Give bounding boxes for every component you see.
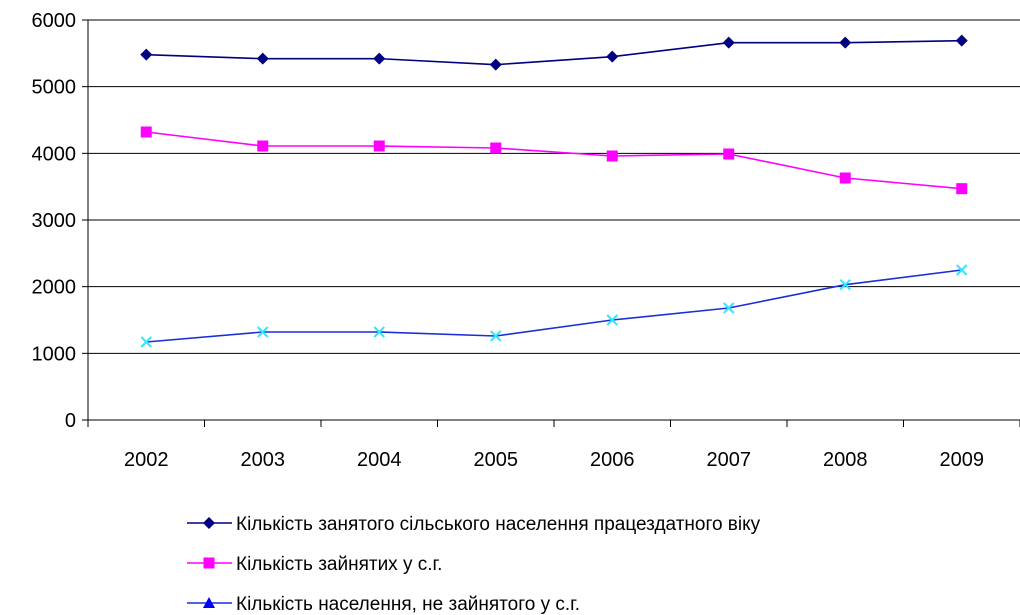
data-point-diamond (373, 52, 386, 65)
x-mark-stroke (606, 314, 618, 326)
gridlines (88, 19, 1020, 354)
data-point-square (490, 142, 502, 154)
data-point-square (257, 140, 269, 152)
data-point-x (606, 314, 618, 326)
data-point-x (956, 264, 968, 276)
legend-item-3: Кількість населення, не зайнятого у с.г. (187, 594, 580, 615)
y-tick-label: 0 (65, 410, 76, 432)
legend-item-2: Кількість зайнятих у с.г. (187, 554, 442, 575)
series-2 (140, 126, 968, 195)
data-point-diamond (203, 517, 215, 529)
data-point-square (839, 172, 851, 184)
x-tick-label: 2008 (823, 449, 868, 471)
data-point-square (203, 557, 215, 569)
data-point-diamond (256, 52, 269, 65)
legend-label: Кількість населення, не зайнятого у с.г. (236, 594, 580, 615)
x-tick-label: 2002 (124, 449, 169, 471)
x-tick-label: 2007 (707, 449, 752, 471)
y-tick-label: 6000 (32, 10, 77, 32)
x-tick-label: 2006 (590, 449, 635, 471)
y-tick-labels: 0 1000 2000 3000 4000 5000 6000 (32, 10, 77, 432)
data-point-square (140, 126, 152, 138)
y-tick-label: 5000 (32, 77, 77, 99)
data-point-diamond (955, 34, 968, 47)
series-line (146, 39, 962, 66)
y-tick-label: 3000 (32, 210, 77, 232)
data-point-x (257, 326, 269, 338)
data-point-x (373, 326, 385, 338)
x-tick-label: 2004 (357, 449, 402, 471)
x-tick-label: 2003 (241, 449, 286, 471)
data-point-diamond (489, 58, 502, 71)
x-mark-stroke (490, 330, 502, 342)
legend-item-1: Кількість занятого сільського населення … (187, 514, 761, 535)
x-mark-stroke (373, 326, 385, 338)
y-tick-label: 1000 (32, 343, 77, 365)
legend-label: Кількість зайнятих у с.г. (236, 554, 442, 575)
data-point-diamond (606, 50, 619, 63)
series-1 (140, 34, 968, 71)
data-point-square (956, 183, 968, 195)
legend: Кількість занятого сільського населення … (187, 514, 761, 615)
legend-label: Кількість занятого сільського населення … (236, 514, 761, 535)
x-mark-stroke (839, 278, 851, 291)
data-point-diamond (140, 48, 153, 61)
data-point-x (490, 330, 502, 342)
data-point-x (839, 278, 851, 291)
data-point-x (140, 336, 152, 348)
x-tick-label: 2005 (474, 449, 519, 471)
x-mark-stroke (723, 302, 735, 314)
x-mark-stroke (956, 264, 968, 276)
y-tick-label: 4000 (32, 143, 77, 165)
series-line (146, 269, 962, 343)
x-tick-labels: 2002 2003 2004 2005 2006 2007 2008 2009 (124, 449, 984, 471)
data-point-x (723, 302, 735, 314)
data-point-diamond (839, 36, 852, 49)
axes (82, 19, 1020, 427)
data-point-square (373, 140, 385, 152)
data-point-diamond (722, 36, 735, 49)
data-point-square (606, 150, 618, 162)
y-tick-label: 2000 (32, 277, 77, 299)
series-3 (140, 264, 968, 348)
x-mark-stroke (140, 336, 152, 348)
data-point-triangle (203, 597, 215, 608)
series-line (146, 131, 962, 190)
data-point-square (723, 148, 735, 160)
x-mark-stroke (257, 326, 269, 338)
x-tick-label: 2009 (940, 449, 985, 471)
series-group (140, 34, 968, 348)
